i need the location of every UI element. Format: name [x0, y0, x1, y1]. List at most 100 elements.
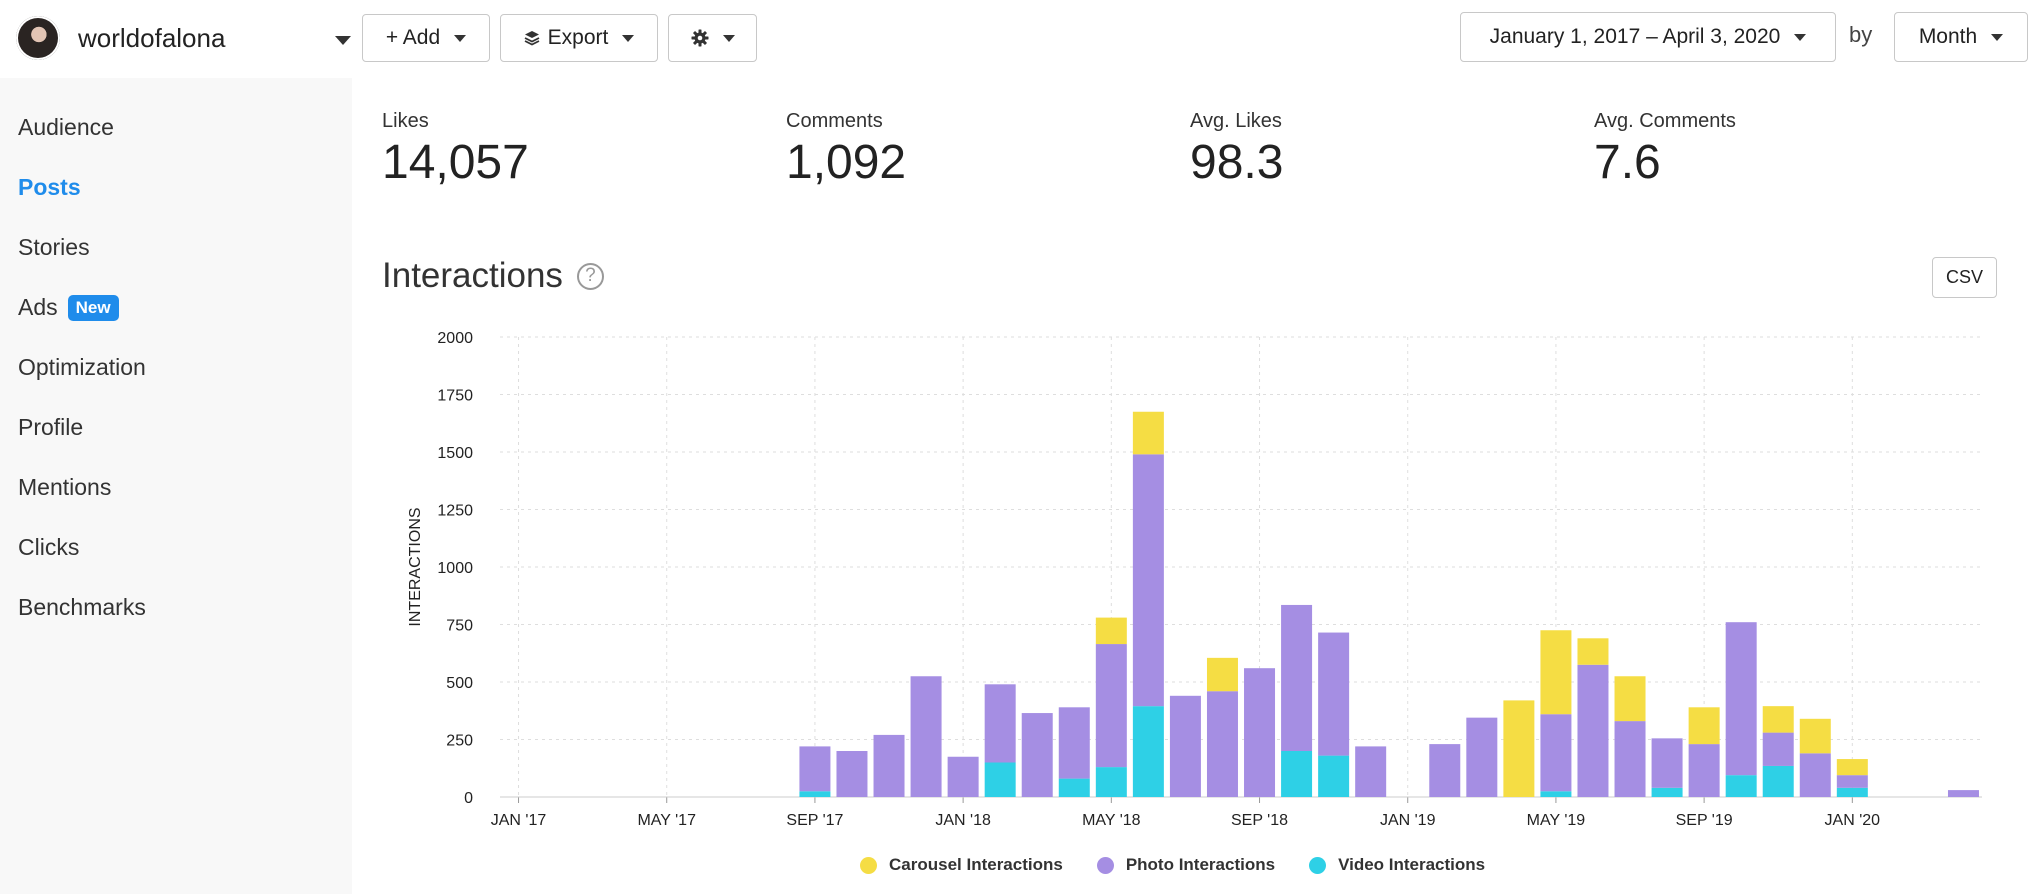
stat-likes: Likes 14,057	[382, 110, 529, 190]
stat-value: 1,092	[786, 136, 907, 189]
x-tick-label: JAN '17	[491, 812, 547, 829]
y-tick-label: 1500	[437, 445, 473, 462]
bar-photo	[1021, 713, 1053, 797]
new-badge: New	[67, 294, 119, 321]
add-button[interactable]: + Add	[362, 14, 490, 62]
help-icon[interactable]: ?	[576, 262, 604, 290]
bar-carousel	[1095, 617, 1127, 645]
legend-label: Video Interactions	[1338, 855, 1486, 874]
x-tick-label: JAN '20	[1825, 812, 1881, 829]
y-tick-label: 1750	[437, 388, 473, 405]
sidebar-item-label: Profile	[18, 414, 84, 440]
sidebar-item-label: Ads	[18, 294, 58, 320]
chevron-down-icon	[622, 34, 635, 42]
bar-photo	[1132, 454, 1164, 707]
bar-photo	[1206, 691, 1238, 797]
stat-label: Comments	[786, 110, 883, 132]
top-bar: worldofalona + Add Export	[0, 0, 2036, 78]
stat-label: Likes	[382, 110, 429, 132]
bar-photo	[947, 756, 979, 797]
sidebar-item-label: Audience	[18, 114, 114, 140]
sidebar-item-posts[interactable]: Posts	[18, 174, 81, 201]
y-tick-label: 750	[446, 618, 473, 635]
legend-swatch	[1096, 856, 1114, 874]
bar-photo	[1799, 753, 1831, 797]
legend-swatch	[1309, 856, 1327, 874]
legend-item-video[interactable]: Video Interactions	[1309, 855, 1485, 875]
account-name: worldofalona	[78, 22, 226, 53]
add-button-label: + Add	[385, 26, 441, 49]
stat-value: 7.6	[1594, 136, 1661, 189]
bar-carousel	[1762, 706, 1794, 733]
sidebar-item-clicks[interactable]: Clicks	[18, 534, 79, 561]
bar-carousel	[1503, 700, 1535, 797]
bar-photo	[1651, 738, 1683, 788]
bar-photo	[1688, 744, 1720, 797]
sidebar-item-stories[interactable]: Stories	[18, 234, 90, 261]
bar-video	[1281, 751, 1313, 797]
date-range-picker[interactable]: January 1, 2017 – April 3, 2020	[1460, 12, 1836, 62]
export-button-label: Export	[547, 26, 609, 49]
chevron-down-icon	[454, 34, 467, 42]
avatar	[16, 16, 60, 60]
bar-photo	[1281, 604, 1313, 751]
y-axis-label: INTERACTIONS	[407, 507, 424, 626]
settings-button[interactable]	[668, 14, 757, 62]
y-tick-label: 1000	[437, 560, 473, 577]
sidebar-item-benchmarks[interactable]: Benchmarks	[18, 594, 146, 621]
sidebar-item-audience[interactable]: Audience	[18, 114, 114, 141]
sidebar-item-mentions[interactable]: Mentions	[18, 474, 111, 501]
sidebar-item-label: Posts	[18, 174, 81, 200]
bar-carousel	[1206, 657, 1238, 692]
bar-video	[984, 762, 1016, 797]
legend-label: Carousel Interactions	[889, 855, 1063, 874]
bar-photo	[1169, 695, 1201, 797]
stat-avg-likes: Avg. Likes 98.3	[1190, 110, 1283, 190]
bar-carousel	[1577, 638, 1609, 665]
bar-photo	[1058, 707, 1090, 779]
bar-photo	[1355, 746, 1387, 797]
stat-label: Avg. Comments	[1594, 110, 1736, 132]
bar-photo	[1836, 775, 1868, 788]
legend-item-photo[interactable]: Photo Interactions	[1096, 855, 1276, 875]
x-tick-label: SEP '17	[786, 812, 843, 829]
bar-photo	[799, 746, 831, 792]
bar-carousel	[1614, 676, 1646, 722]
x-tick-label: JAN '18	[935, 812, 991, 829]
legend-item-carousel[interactable]: Carousel Interactions	[860, 855, 1063, 875]
csv-button[interactable]: CSV	[1932, 257, 1997, 298]
period-label: Month	[1918, 25, 1978, 48]
sidebar-item-optimization[interactable]: Optimization	[18, 354, 146, 381]
bar-carousel	[1540, 630, 1572, 715]
sidebar-item-label: Stories	[18, 234, 90, 260]
sidebar-item-profile[interactable]: Profile	[18, 414, 83, 441]
x-tick-label: MAY '19	[1527, 812, 1586, 829]
export-button[interactable]: Export	[500, 14, 658, 62]
sidebar-item-label: Clicks	[18, 534, 80, 560]
bar-carousel	[1688, 707, 1720, 745]
chevron-down-icon	[335, 36, 351, 45]
period-select[interactable]: Month	[1894, 12, 2028, 62]
sidebar-item-label: Benchmarks	[18, 594, 146, 620]
legend-label: Photo Interactions	[1125, 855, 1276, 874]
y-tick-label: 0	[464, 790, 473, 807]
bar-photo	[1095, 644, 1127, 768]
bar-photo	[1540, 714, 1572, 792]
bar-video	[799, 791, 831, 797]
bar-photo	[836, 751, 868, 797]
stat-comments: Comments 1,092	[786, 110, 906, 190]
bar-photo	[984, 684, 1016, 763]
bar-photo	[1577, 664, 1609, 797]
chevron-down-icon	[1991, 33, 2004, 41]
bar-video	[1725, 775, 1757, 797]
layers-icon	[524, 31, 540, 46]
sidebar-item-ads[interactable]: Ads New	[18, 294, 119, 321]
account-switcher[interactable]: worldofalona	[16, 14, 351, 62]
bar-carousel	[1836, 759, 1868, 776]
chevron-down-icon	[722, 34, 735, 42]
y-tick-label: 500	[446, 675, 473, 692]
bar-photo	[1762, 732, 1794, 766]
bar-video	[1651, 787, 1683, 797]
x-tick-label: JAN '19	[1380, 812, 1436, 829]
